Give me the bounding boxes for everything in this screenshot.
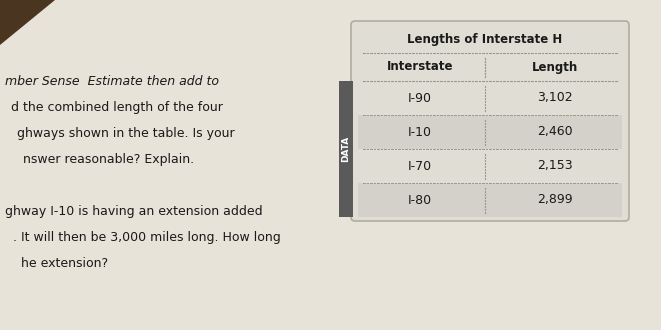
Text: 2,153: 2,153	[537, 159, 572, 173]
Text: 2,899: 2,899	[537, 193, 572, 207]
FancyBboxPatch shape	[351, 21, 629, 221]
Text: 2,460: 2,460	[537, 125, 572, 139]
FancyBboxPatch shape	[357, 26, 623, 53]
Bar	[339, 81, 353, 217]
Text: I-70: I-70	[408, 159, 432, 173]
Text: . It will then be 3,000 miles long. How long: . It will then be 3,000 miles long. How …	[13, 231, 281, 244]
Bar	[358, 149, 622, 183]
Text: DATA: DATA	[342, 136, 350, 162]
Text: nswer reasonable? Explain.: nswer reasonable? Explain.	[23, 153, 194, 166]
Text: I-80: I-80	[408, 193, 432, 207]
Text: he extension?: he extension?	[21, 257, 108, 270]
Polygon shape	[0, 0, 80, 60]
Bar	[358, 81, 622, 115]
Bar	[358, 183, 622, 217]
Bar	[358, 115, 622, 149]
Text: I-90: I-90	[408, 91, 432, 105]
Text: ghway I-10 is having an extension added: ghway I-10 is having an extension added	[5, 205, 262, 218]
Text: Lengths of Interstate H: Lengths of Interstate H	[407, 32, 563, 46]
Text: mber Sense  Estimate then add to: mber Sense Estimate then add to	[5, 75, 219, 88]
Text: I-10: I-10	[408, 125, 432, 139]
Text: d the combined length of the four: d the combined length of the four	[11, 101, 223, 114]
Polygon shape	[0, 0, 55, 45]
Text: Length: Length	[531, 60, 578, 74]
Text: ghways shown in the table. Is your: ghways shown in the table. Is your	[17, 127, 235, 140]
Text: 3,102: 3,102	[537, 91, 572, 105]
Text: Interstate: Interstate	[387, 60, 453, 74]
